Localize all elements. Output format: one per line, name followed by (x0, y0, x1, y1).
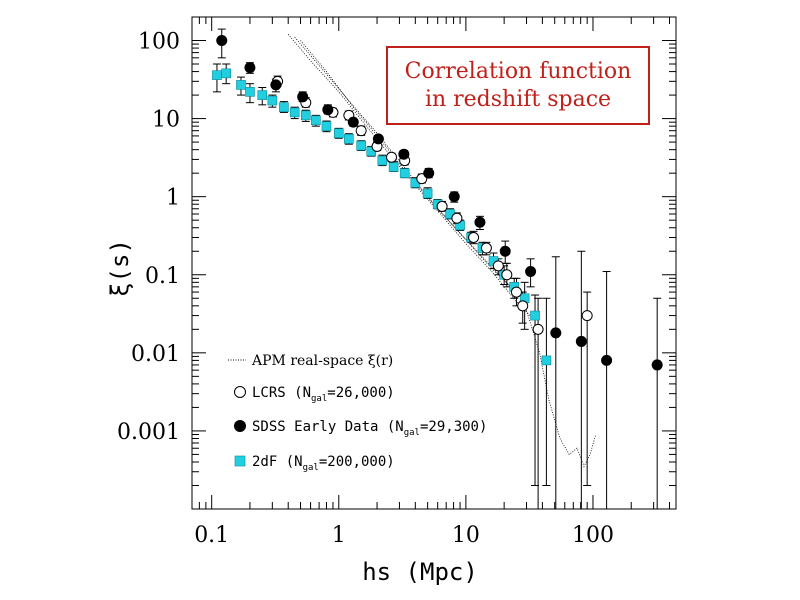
legend-2df-marker (234, 455, 246, 467)
lcrs-point (480, 242, 492, 254)
twodf-point (356, 140, 366, 151)
lcrs-point (436, 200, 448, 212)
sdss-point (297, 91, 309, 103)
sdss-point (216, 35, 228, 47)
y-tick-label: 100 (138, 30, 180, 55)
twodf-point (257, 90, 268, 100)
axes (191, 16, 677, 510)
title-callout-box (386, 46, 650, 125)
sdss-point (423, 167, 435, 179)
twodf-point (422, 188, 433, 199)
twodf-point (388, 162, 399, 172)
sdss-point (601, 354, 613, 366)
twodf-point (399, 168, 410, 178)
ticks: 0.1 1 10 100 100 10 1 0.1 0.01 0.001 (117, 16, 676, 548)
legend-sdss-marker (234, 420, 246, 432)
lcrs-point (451, 212, 463, 224)
sdss-point (499, 245, 511, 257)
lcrs-point (355, 125, 367, 137)
twodf-point (541, 355, 552, 366)
sdss-point (398, 148, 410, 160)
chart-title-line-2: in redshift space (425, 87, 611, 112)
legend-sdss-label: SDSS Early Data (Ngal=29,300) (252, 419, 487, 438)
x-tick-label: 0.1 (194, 523, 229, 548)
apm-curve (526, 310, 597, 468)
chart-title-line-1: Correlation function (405, 59, 632, 84)
title-callout: Correlation function in redshift space (386, 46, 650, 125)
y-tick-label: 0.1 (145, 264, 180, 289)
lcrs-point (532, 323, 544, 335)
sdss-point (244, 62, 256, 74)
x-tick-label: 100 (572, 523, 614, 548)
sdss-point (270, 79, 282, 91)
sdss-point (322, 104, 334, 116)
apm-curve (287, 34, 531, 316)
twodf-point (311, 115, 321, 126)
twodf-point (321, 121, 332, 131)
lcrs-point (501, 269, 513, 281)
twodf-point (212, 70, 222, 80)
sdss-point (448, 191, 460, 203)
lcrs-point (492, 260, 504, 272)
twodf-point (221, 68, 231, 79)
x-tick-label: 10 (452, 523, 480, 548)
data-markers (212, 35, 663, 371)
plot-frame (191, 16, 677, 510)
twodf-point (245, 87, 255, 97)
sdss-point (474, 216, 486, 228)
twodf-point (267, 95, 278, 106)
sdss-point (347, 116, 359, 128)
legend: APM real-space ξ(r) LCRS (Ngal=26,000) S… (228, 353, 487, 473)
lcrs-point (468, 231, 480, 243)
legend-apm-label: APM real-space ξ(r) (251, 353, 393, 369)
sdss-point (525, 266, 537, 278)
lcrs-point (517, 300, 529, 312)
lcrs-point (386, 151, 398, 163)
twodf-point (236, 80, 246, 90)
twodf-point (300, 110, 311, 121)
twodf-point (333, 128, 344, 138)
sdss-point (372, 133, 384, 145)
sdss-point (575, 335, 587, 347)
x-tick-label: 1 (332, 523, 346, 548)
sdss-point (651, 359, 663, 371)
y-tick-label: 0.01 (131, 342, 180, 367)
y-axis-title: ξ(s) (106, 239, 134, 297)
twodf-point (530, 310, 540, 321)
sdss-point (550, 327, 562, 339)
lcrs-point (581, 310, 593, 322)
twodf-point (279, 102, 289, 112)
legend-2df-label: 2dF (Ngal=200,000) (252, 454, 395, 473)
x-axis-title: hs (Mpc) (362, 558, 478, 586)
twodf-point (377, 155, 388, 166)
legend-lcrs-marker (234, 386, 246, 398)
twodf-point (289, 107, 300, 118)
y-tick-label: 1 (166, 186, 180, 211)
legend-lcrs-label: LCRS (Ngal=26,000) (252, 385, 395, 404)
lcrs-point (510, 286, 522, 298)
twodf-point (344, 134, 354, 144)
y-tick-label: 0.001 (117, 420, 180, 445)
apm-curve (300, 40, 517, 293)
y-tick-label: 10 (152, 108, 180, 133)
